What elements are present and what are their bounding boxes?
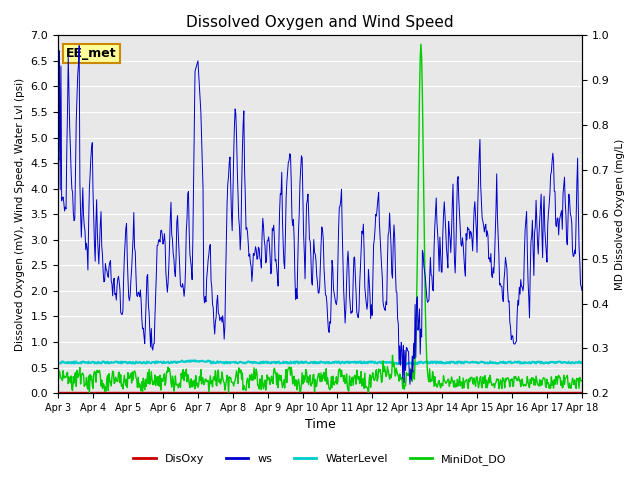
Y-axis label: Dissolved Oxygen (mV), Wind Speed, Water Lvl (psi): Dissolved Oxygen (mV), Wind Speed, Water…	[15, 78, 25, 351]
X-axis label: Time: Time	[305, 419, 335, 432]
Legend: DisOxy, ws, WaterLevel, MiniDot_DO: DisOxy, ws, WaterLevel, MiniDot_DO	[129, 450, 511, 469]
Title: Dissolved Oxygen and Wind Speed: Dissolved Oxygen and Wind Speed	[186, 15, 454, 30]
Y-axis label: MD Dissolved Oxygen (mg/L): MD Dissolved Oxygen (mg/L)	[615, 139, 625, 290]
Text: EE_met: EE_met	[66, 47, 116, 60]
